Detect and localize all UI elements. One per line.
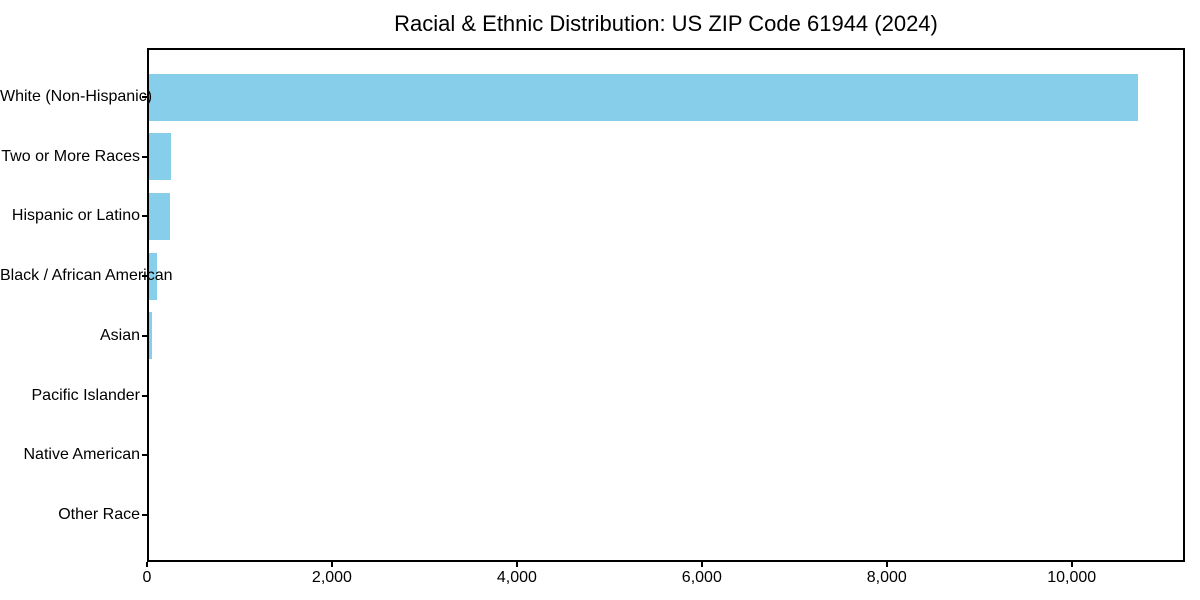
y-tick-mark xyxy=(142,155,147,158)
x-tick-label-2000: 2,000 xyxy=(311,569,352,586)
x-tick-mark xyxy=(1070,562,1073,567)
y-tick-label-other-race: Other Race xyxy=(58,505,140,523)
y-tick-mark xyxy=(142,454,147,457)
y-tick-label-hispanic-or-latino: Hispanic or Latino xyxy=(11,207,140,225)
chart-title: Racial & Ethnic Distribution: US ZIP Cod… xyxy=(394,11,938,36)
x-tick-mark xyxy=(885,562,888,567)
y-tick-label-pacific-islander: Pacific Islander xyxy=(31,386,141,404)
x-tick-label-4000: 4,000 xyxy=(496,569,537,586)
x-tick-mark xyxy=(515,562,518,567)
x-tick-label-6000: 6,000 xyxy=(681,569,722,586)
y-tick-label-asian: Asian xyxy=(99,326,140,344)
y-tick-mark xyxy=(142,394,147,397)
x-tick-mark xyxy=(330,562,333,567)
y-tick-mark xyxy=(142,96,147,98)
x-tick-label-0: 0 xyxy=(142,569,152,586)
y-tick-label-black-african-american: Black / African American xyxy=(0,267,173,285)
x-tick-mark xyxy=(700,562,703,567)
plot-area xyxy=(147,48,1185,562)
y-tick-mark xyxy=(142,334,147,337)
bar-white-non-hispanic xyxy=(149,73,1138,121)
y-tick-label-white-non-hispanic: White (Non-Hispanic) xyxy=(0,88,153,105)
bar-asian xyxy=(149,312,152,360)
x-tick-label-8000: 8,000 xyxy=(866,569,907,586)
y-tick-label-two-or-more-races: Two or More Races xyxy=(1,147,140,165)
bar-black-african-american xyxy=(149,252,158,300)
y-tick-mark xyxy=(142,275,147,278)
x-tick-mark xyxy=(146,562,148,567)
bar-hispanic-or-latino xyxy=(149,192,170,240)
y-tick-mark xyxy=(142,513,147,516)
x-tick-label-10000: 10,000 xyxy=(1047,569,1097,586)
y-tick-mark xyxy=(142,215,147,218)
y-tick-label-native-american: Native American xyxy=(23,446,141,464)
bar-two-or-more-races xyxy=(149,133,172,181)
